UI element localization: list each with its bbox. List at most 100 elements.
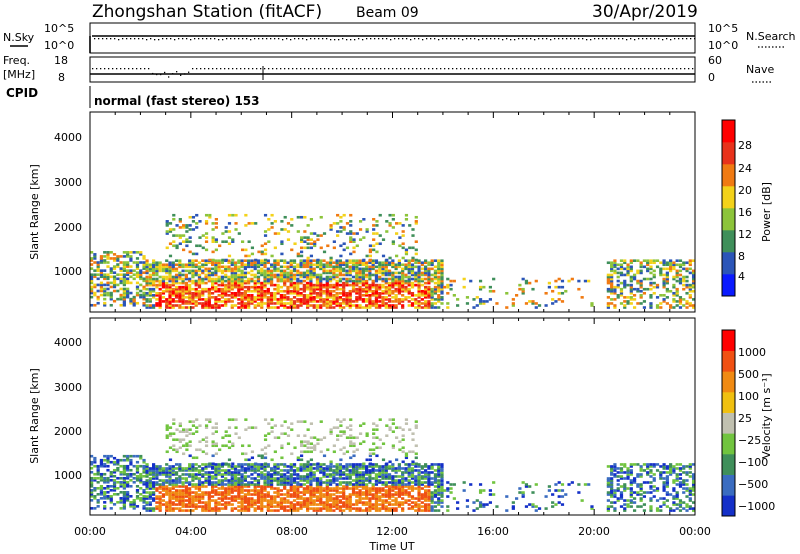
velocity-cell bbox=[335, 491, 339, 494]
power-cell bbox=[407, 296, 411, 299]
power-cell bbox=[424, 296, 428, 299]
nsky-trace bbox=[89, 35, 696, 53]
power-cell bbox=[414, 275, 418, 279]
velocity-cell bbox=[328, 493, 333, 496]
velocity-cell bbox=[319, 491, 323, 494]
velocity-cell bbox=[148, 485, 152, 488]
velocity-cell bbox=[184, 469, 188, 472]
power-cell bbox=[270, 213, 274, 217]
nave-dot bbox=[108, 68, 110, 70]
velocity-cell bbox=[145, 463, 149, 466]
power-cell bbox=[384, 269, 388, 273]
power-cell bbox=[175, 246, 179, 250]
velocity-cell bbox=[384, 477, 388, 480]
velocity-cell bbox=[316, 462, 320, 466]
velocity-cell bbox=[237, 491, 241, 494]
power-cell bbox=[374, 265, 379, 269]
velocity-cell bbox=[437, 467, 441, 470]
power-cell bbox=[227, 275, 231, 279]
velocity-cell bbox=[266, 483, 270, 486]
velocity-cell bbox=[309, 497, 313, 500]
power-cell bbox=[339, 230, 343, 233]
power-cell bbox=[358, 289, 362, 293]
velocity-cell bbox=[263, 487, 267, 490]
velocity-cell bbox=[417, 509, 421, 512]
power-cell bbox=[93, 273, 97, 277]
velocity-cell bbox=[397, 501, 401, 504]
power-cell bbox=[410, 302, 415, 305]
power-cell bbox=[649, 287, 653, 291]
power-cell bbox=[145, 298, 149, 301]
power-cell bbox=[315, 283, 320, 287]
velocity-cell bbox=[233, 473, 238, 476]
velocity-cell bbox=[247, 469, 251, 472]
power-cell bbox=[171, 275, 175, 279]
velocity-cell bbox=[171, 497, 175, 500]
velocity-cell bbox=[207, 499, 211, 502]
power-cell bbox=[172, 234, 176, 237]
power-cell bbox=[240, 275, 244, 279]
velocity-cell bbox=[207, 483, 211, 486]
velocity-cell bbox=[250, 450, 255, 454]
velocity-cell bbox=[355, 479, 359, 482]
velocity-cell bbox=[374, 509, 379, 512]
velocity-cell bbox=[145, 483, 149, 486]
power-cell bbox=[263, 230, 268, 233]
power-cell bbox=[112, 257, 117, 260]
velocity-cell bbox=[309, 477, 313, 480]
velocity-cell bbox=[433, 477, 438, 480]
power-cell bbox=[247, 263, 251, 267]
velocity-cell bbox=[231, 418, 235, 421]
power-cell bbox=[404, 250, 409, 254]
power-cell bbox=[145, 263, 149, 267]
power-cell bbox=[675, 294, 679, 297]
nsearch-dot bbox=[138, 38, 140, 40]
power-cell bbox=[139, 269, 143, 272]
power-cell bbox=[207, 294, 211, 297]
power-cell bbox=[430, 267, 434, 271]
power-cell bbox=[165, 285, 169, 289]
power-cell bbox=[437, 259, 441, 262]
power-cell bbox=[345, 277, 349, 281]
power-cell bbox=[391, 261, 395, 265]
velocity-cell bbox=[188, 440, 192, 444]
velocity-cell bbox=[194, 487, 198, 490]
power-cell bbox=[299, 281, 303, 285]
velocity-cell bbox=[99, 476, 104, 480]
power-cell bbox=[181, 306, 185, 309]
power-cell bbox=[410, 298, 415, 301]
power-cell bbox=[122, 291, 126, 295]
velocity-cell bbox=[182, 438, 186, 442]
power-cell bbox=[665, 273, 669, 277]
power-cell bbox=[227, 269, 231, 273]
power-cell bbox=[165, 277, 169, 281]
power-cell bbox=[207, 279, 211, 283]
nave-dot bbox=[304, 68, 306, 70]
velocity-cell bbox=[361, 475, 365, 478]
velocity-cell bbox=[407, 493, 411, 496]
power-cell bbox=[126, 263, 130, 266]
power-cell bbox=[191, 252, 196, 256]
velocity-cell bbox=[328, 481, 333, 484]
power-cell bbox=[256, 261, 261, 265]
power-cell bbox=[204, 259, 208, 262]
velocity-cell bbox=[309, 499, 313, 502]
power-cell bbox=[442, 285, 447, 289]
velocity-cell bbox=[243, 509, 247, 512]
nsearch-dot bbox=[362, 39, 364, 41]
power-cell bbox=[306, 256, 310, 260]
power-cell bbox=[358, 267, 362, 271]
velocity-cell bbox=[420, 495, 424, 498]
power-cell bbox=[414, 302, 418, 305]
nsearch-dot bbox=[522, 38, 524, 40]
power-cell bbox=[233, 296, 238, 299]
velocity-cell bbox=[289, 475, 293, 478]
nsearch-dot bbox=[598, 38, 600, 40]
velocity-cell bbox=[197, 481, 202, 484]
power-cell bbox=[417, 291, 421, 295]
power-cell bbox=[286, 296, 290, 299]
power-cell bbox=[368, 285, 372, 289]
velocity-cell bbox=[407, 469, 411, 472]
velocity-cell bbox=[302, 477, 306, 480]
velocity-cell bbox=[286, 477, 290, 480]
